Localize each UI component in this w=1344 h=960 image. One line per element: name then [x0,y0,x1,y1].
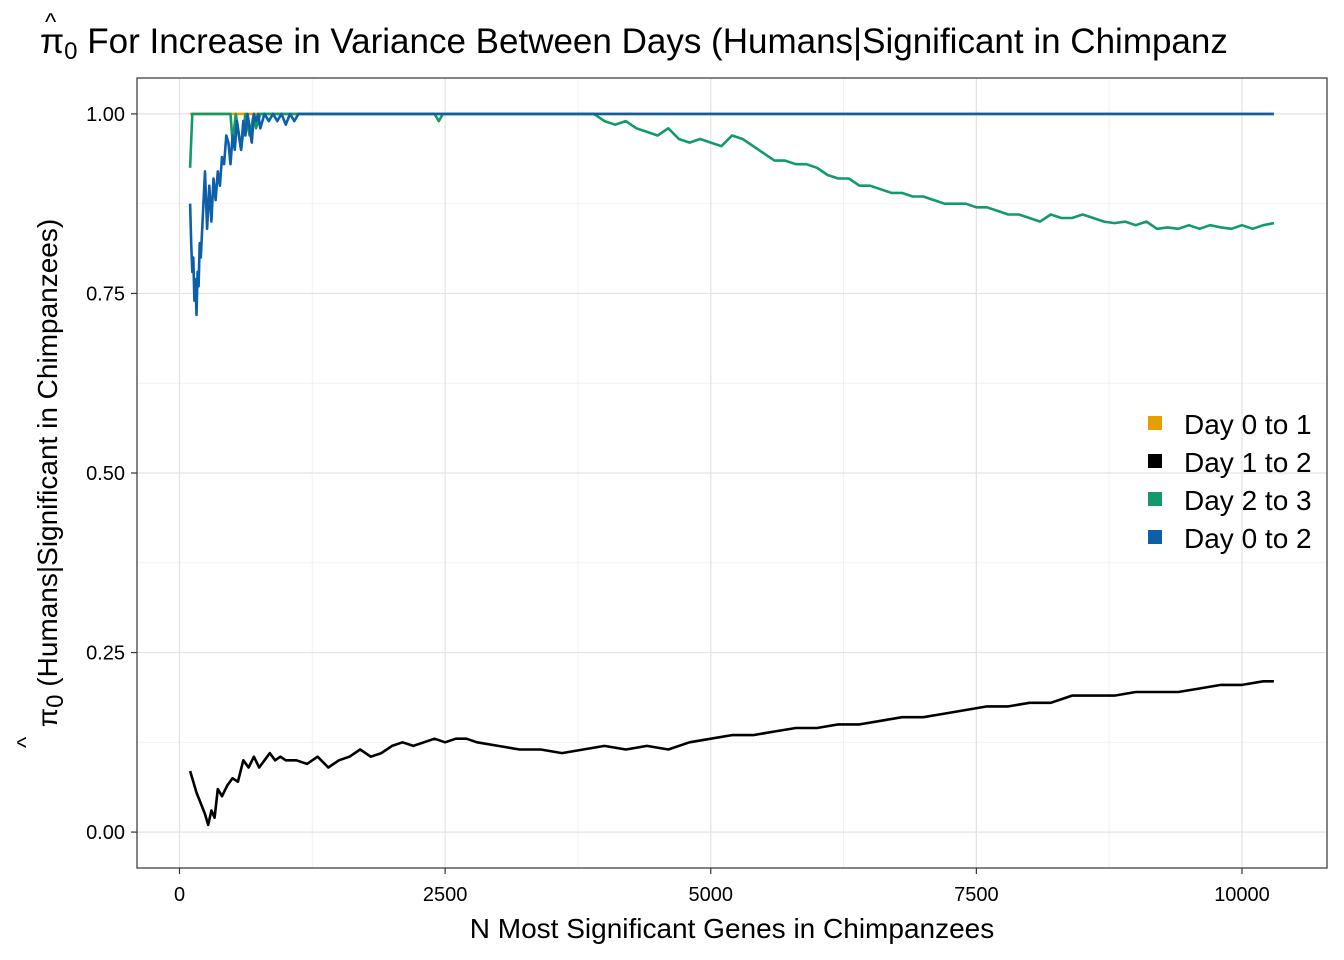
y-tick-label: 0.75 [86,283,125,305]
x-tick-label: 10000 [1214,884,1270,906]
y-tick-label: 0.50 [86,463,125,485]
y-tick-label: 1.00 [86,104,125,126]
title-rest: For Increase in Variance Between Days (H… [78,22,1228,61]
legend-key-2 [1148,492,1162,506]
legend-label-1: Day 1 to 2 [1184,447,1312,478]
legend-key-0 [1148,416,1162,430]
series-line-3 [188,112,1274,317]
ylabel-symbol: π [32,708,63,727]
legend-key-1 [1148,454,1162,468]
ylabel-hat: ^ [13,736,40,748]
y-axis-label: π0 (Humans|Significant in Chimpanzees) [32,219,69,727]
x-tick-label: 0 [174,884,185,906]
legend-label-0: Day 0 to 1 [1184,409,1312,440]
series-line-1 [188,680,1274,827]
title-hat: ^ [45,9,57,36]
svg-text:π0 For Increase in Variance Be: π0 For Increase in Variance Between Days… [40,22,1228,65]
x-axis-ticks: 0 2500 5000 7500 10000 [174,868,1270,906]
y-tick-label: 0.00 [86,822,125,844]
y-tick-label: 0.25 [86,643,125,665]
ylabel-subscript: 0 [42,695,69,708]
x-tick-label: 5000 [689,884,734,906]
svg-text:π0 (Humans|Significant in Chim: π0 (Humans|Significant in Chimpanzees) [32,219,69,727]
legend-label-3: Day 0 to 2 [1184,523,1312,554]
series-line-2 [188,112,1275,231]
title-symbol: π [40,22,64,61]
ylabel-hat-glyph: ^ [13,736,40,748]
legend-key-3 [1148,530,1162,544]
legend: Day 0 to 1 Day 1 to 2 Day 2 to 3 Day 0 to 2 [1148,409,1312,554]
x-axis-label: N Most Significant Genes in Chimpanzees [470,913,994,944]
legend-label-2: Day 2 to 3 [1184,485,1312,516]
ylabel-rest: (Humans|Significant in Chimpanzees) [32,219,63,695]
y-axis-ticks: 0.00 0.25 0.50 0.75 1.00 [86,104,137,844]
x-tick-label: 2500 [423,884,468,906]
title-subscript: 0 [64,38,77,65]
gridlines [137,78,1327,868]
chart-title: π0 For Increase in Variance Between Days… [40,9,1228,65]
x-tick-label: 7500 [954,884,999,906]
series-lines [188,112,1275,827]
